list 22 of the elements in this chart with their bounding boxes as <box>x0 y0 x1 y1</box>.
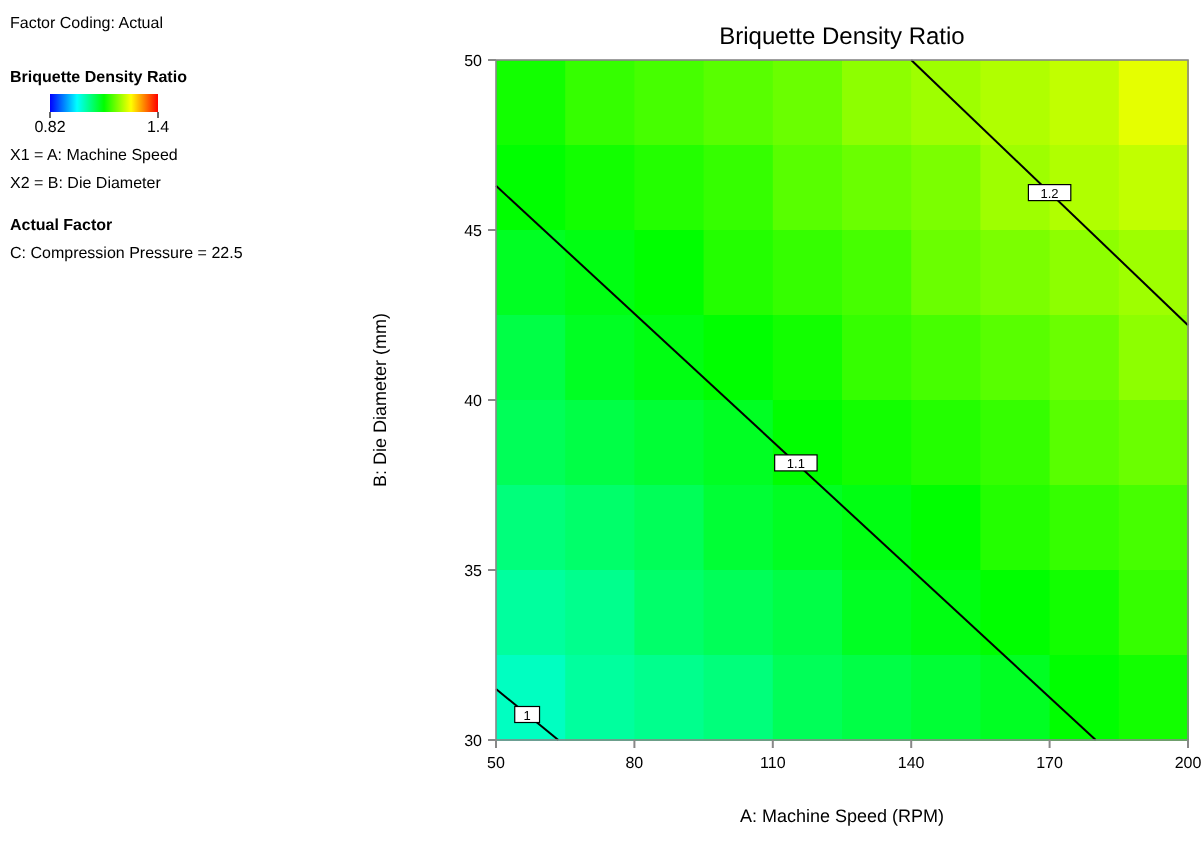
y-tick-label: 35 <box>464 562 484 580</box>
y-tick-label: 45 <box>464 222 484 240</box>
color-bar-label: 1.4 <box>146 118 171 136</box>
x-tick-label: 170 <box>1036 754 1065 772</box>
x-tick-label: 110 <box>760 754 787 772</box>
y-tick-label: 50 <box>464 52 484 70</box>
text: X1 = A: Machine Speed <box>10 146 178 164</box>
text: X2 = B: Die Diameter <box>10 174 162 192</box>
color-bar-label: 0.82 <box>34 118 67 136</box>
y-axis-title: B: Die Diameter (mm) <box>370 312 390 488</box>
y-tick-label: 30 <box>464 732 484 750</box>
text: C: Compression Pressure = 22.5 <box>10 244 244 262</box>
text: Actual Factor <box>10 216 113 234</box>
x-tick-label: 50 <box>487 754 506 772</box>
color-bar-title: Briquette Density Ratio <box>10 68 188 86</box>
text: Factor Coding: Actual <box>10 14 164 32</box>
y-tick-label: 40 <box>464 392 484 410</box>
x-axis-title: A: Machine Speed (RPM) <box>739 806 945 826</box>
x-tick-label: 200 <box>1174 754 1202 772</box>
chart-title: Briquette Density Ratio <box>719 22 966 50</box>
x-tick-label: 80 <box>625 754 645 772</box>
x-tick-label: 140 <box>897 754 926 772</box>
